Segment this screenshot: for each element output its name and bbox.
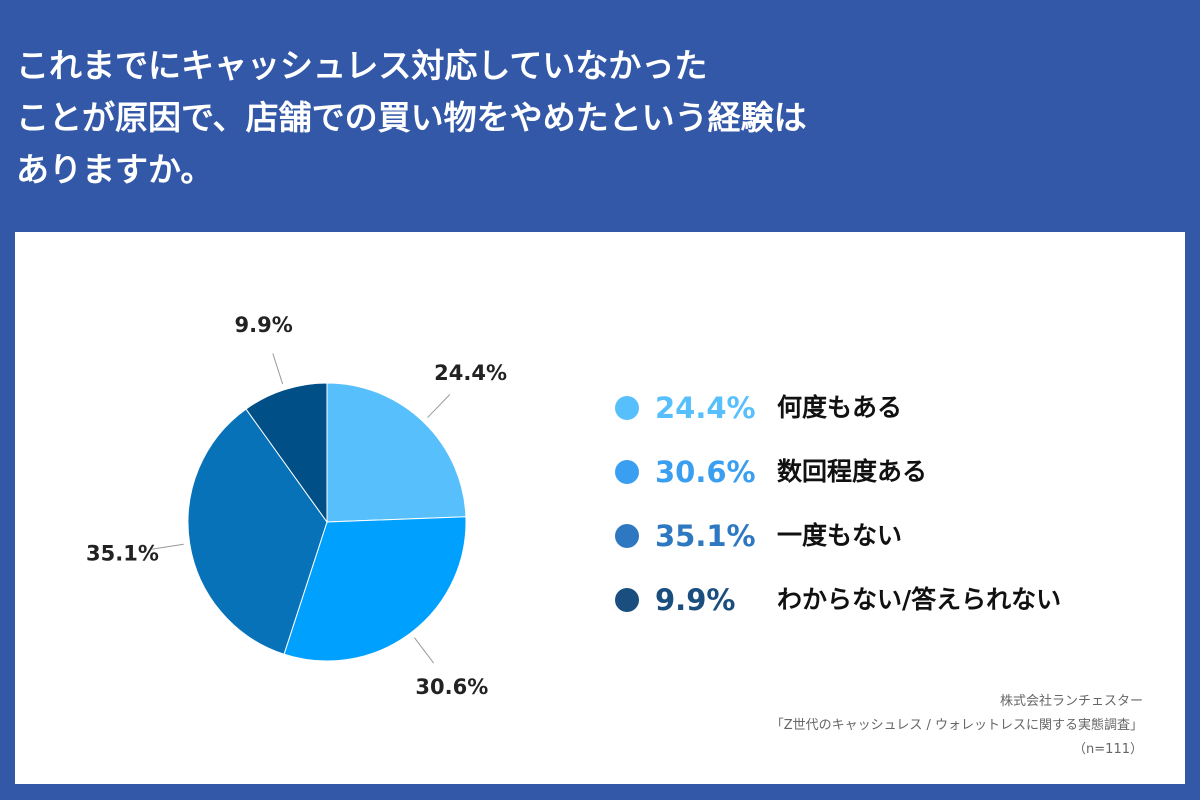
slice-label-3: 9.9% bbox=[235, 313, 293, 337]
legend-dot-2 bbox=[615, 524, 639, 548]
slice-label-1: 30.6% bbox=[415, 675, 488, 699]
leader-line-0 bbox=[427, 394, 451, 418]
leader-line-2 bbox=[152, 543, 184, 550]
slice-label-2: 35.1% bbox=[86, 542, 159, 566]
legend-percent-2: 35.1% bbox=[655, 519, 756, 553]
source-company: 株式会社ランチェスター bbox=[999, 694, 1143, 709]
pie-slice-3 bbox=[245, 382, 328, 524]
title-line-2: ことが原因で、店舗での買い物をやめたという経験は bbox=[16, 98, 807, 137]
legend-percent-0: 24.4% bbox=[655, 391, 756, 425]
pie-slice-2 bbox=[187, 408, 328, 655]
chart-panel: 24.4% 30.6% 35.1% 9.9% 24.4% 何度もある 30.6% 数回… bbox=[15, 232, 1185, 784]
legend-label-2: 一度もない bbox=[777, 521, 903, 550]
legend-percent-1: 30.6% bbox=[655, 455, 756, 489]
title-line-1: これまでにキャッシュレス対応していなかった bbox=[16, 46, 708, 85]
legend-item-0: 24.4% 何度もある bbox=[615, 387, 1175, 451]
legend-label-0: 何度もある bbox=[777, 393, 903, 422]
legend-item-1: 30.6% 数回程度ある bbox=[615, 451, 1175, 515]
leader-line-3 bbox=[272, 353, 284, 385]
legend-dot-3 bbox=[615, 588, 639, 612]
pie-chart: 24.4% 30.6% 35.1% 9.9% bbox=[86, 313, 507, 699]
title-line-3: ありますか。 bbox=[16, 150, 214, 189]
legend-dot-0 bbox=[615, 396, 639, 420]
legend-item-2: 35.1% 一度もない bbox=[615, 515, 1175, 579]
leader-line-1 bbox=[414, 637, 435, 664]
pie-slice-1 bbox=[283, 516, 467, 662]
legend-dot-1 bbox=[615, 460, 639, 484]
source-survey: 「Z世代のキャッシュレス / ウォレットレスに関する実態調査」 bbox=[770, 718, 1143, 733]
legend: 24.4% 何度もある 30.6% 数回程度ある 35.1% 一度もない 9.9… bbox=[615, 387, 1175, 643]
pie-slice-0 bbox=[326, 382, 467, 523]
legend-item-3: 9.9% わからない/答えられない bbox=[615, 579, 1175, 643]
source-sample-size: （n=111） bbox=[1073, 742, 1143, 757]
chart-title: これまでにキャッシュレス対応していなかった ことが原因で、店舗での買い物をやめた… bbox=[16, 40, 1166, 196]
slice-label-0: 24.4% bbox=[434, 361, 507, 385]
legend-label-3: わからない/答えられない bbox=[777, 585, 1062, 614]
legend-percent-3: 9.9% bbox=[655, 583, 736, 617]
source-note: 株式会社ランチェスター 「Z世代のキャッシュレス / ウォレットレスに関する実態… bbox=[771, 690, 1143, 762]
legend-label-1: 数回程度ある bbox=[777, 457, 928, 486]
